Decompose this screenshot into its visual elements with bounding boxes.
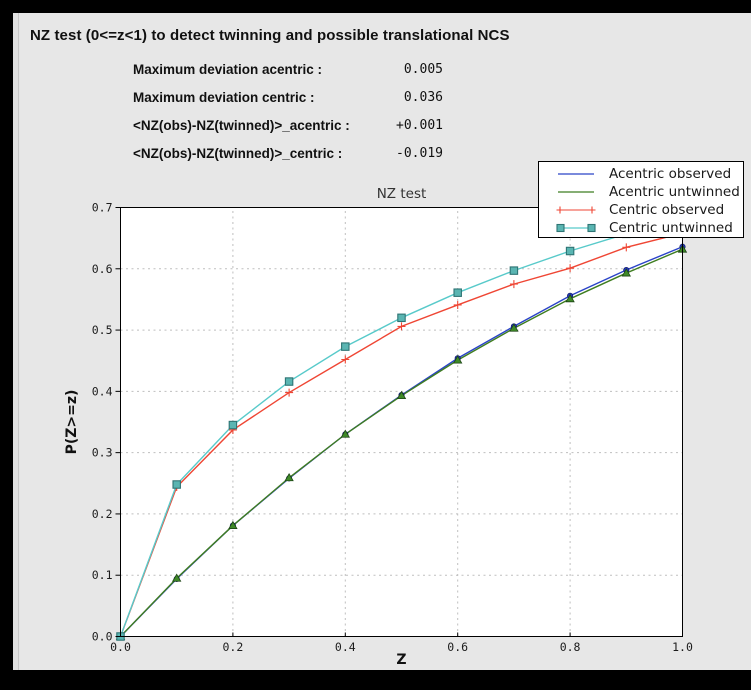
stat-row: <NZ(obs)-NZ(twinned)>_acentric : +0.001 — [133, 111, 443, 139]
legend-label: Centric observed — [609, 202, 725, 218]
panel-left-edge — [13, 13, 19, 670]
legend-item-centric-observed: Centric observed — [539, 201, 743, 219]
line-sample-icon — [558, 191, 594, 193]
results-panel: NZ test (0<=z<1) to detect twinning and … — [13, 13, 751, 670]
stat-label: <NZ(obs)-NZ(twinned)>_acentric : — [133, 117, 350, 133]
stat-value: 0.005 — [403, 61, 443, 77]
legend-label: Acentric observed — [609, 166, 732, 182]
line-square-sample-icon — [556, 223, 596, 233]
chart-legend: Acentric observed Acentric untwinned Cen… — [538, 161, 744, 238]
stat-row: <NZ(obs)-NZ(twinned)>_centric : -0.019 — [133, 139, 443, 167]
stat-value: +0.001 — [396, 117, 443, 133]
stat-row: Maximum deviation acentric : 0.005 — [133, 55, 443, 83]
line-plus-sample-icon — [556, 206, 596, 214]
stat-label: Maximum deviation centric : — [133, 89, 315, 105]
legend-item-acentric-untwinned: Acentric untwinned — [539, 183, 743, 201]
legend-item-centric-untwinned: Centric untwinned — [539, 219, 743, 237]
legend-label: Centric untwinned — [609, 220, 733, 236]
legend-label: Acentric untwinned — [609, 184, 740, 200]
stat-value: 0.036 — [403, 89, 443, 105]
legend-item-acentric-observed: Acentric observed — [539, 165, 743, 183]
page-title: NZ test (0<=z<1) to detect twinning and … — [30, 27, 510, 44]
stats-block: Maximum deviation acentric : 0.005 Maxim… — [133, 55, 443, 167]
stat-value: -0.019 — [396, 145, 443, 161]
stat-row: Maximum deviation centric : 0.036 — [133, 83, 443, 111]
line-sample-icon — [558, 173, 594, 175]
stat-label: Maximum deviation acentric : — [133, 61, 323, 77]
stat-label: <NZ(obs)-NZ(twinned)>_centric : — [133, 145, 343, 161]
